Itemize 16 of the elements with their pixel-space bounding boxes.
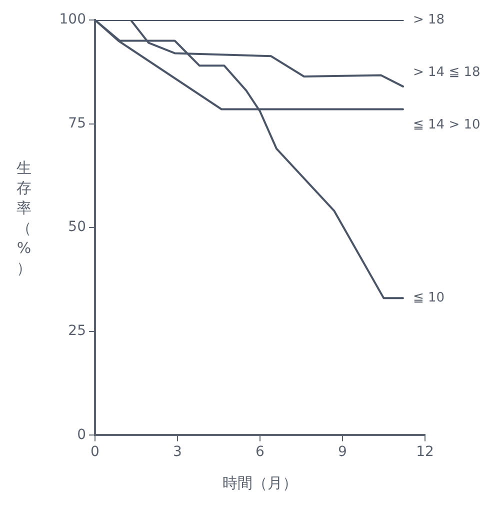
series-label: > 14 ≦ 18: [413, 64, 480, 80]
series-label: > 18: [413, 12, 445, 28]
y-tick-label: 0: [77, 426, 86, 443]
x-tick-label: 3: [173, 444, 182, 460]
x-tick-label: 12: [416, 444, 434, 460]
y-axis-title: 生存率（%）: [16, 158, 32, 278]
x-tick-label: 6: [256, 444, 265, 460]
x-tick-label: 9: [338, 444, 347, 460]
y-tick-label: 25: [68, 323, 86, 340]
x-axis-title: 時間（月）: [222, 474, 298, 493]
series-label: ≦ 14 > 10: [413, 118, 480, 133]
y-tick-label: 75: [68, 115, 86, 132]
y-tick-label: 50: [68, 219, 86, 236]
x-tick-label: 0: [90, 444, 100, 460]
y-tick-label: 100: [59, 12, 86, 28]
series-label: ≦ 10: [413, 290, 445, 306]
